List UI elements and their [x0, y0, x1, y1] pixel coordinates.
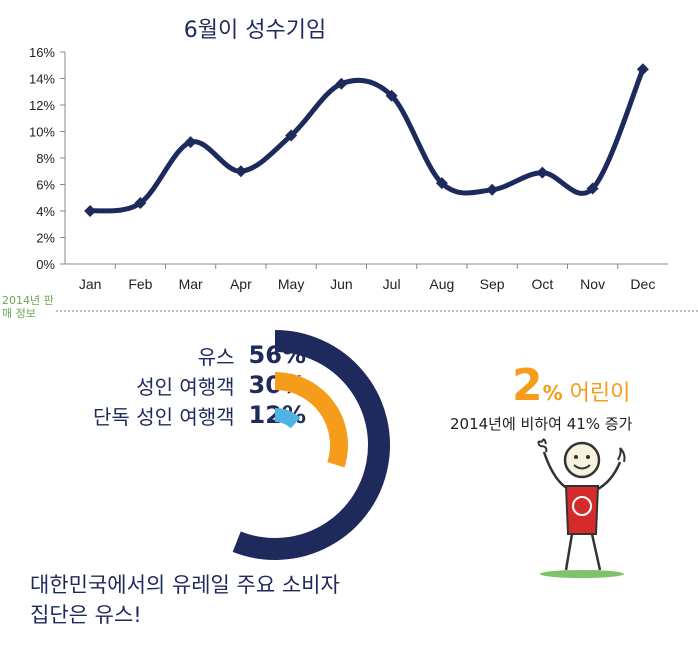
section-label: 2014년 판매 정보 [2, 294, 54, 320]
kids-stat: 2% 어린이 [512, 362, 630, 418]
y-tick-label: 2% [36, 231, 55, 246]
x-tick-label: Sep [480, 276, 505, 292]
radial-bar [232, 330, 390, 560]
data-point [285, 129, 298, 142]
y-tick-label: 0% [36, 257, 55, 272]
data-point [586, 182, 599, 195]
x-tick-label: Oct [531, 276, 553, 292]
radial-bar [274, 408, 301, 429]
legend-row-solo-adult: 단독 성인 여행객 12% [93, 400, 306, 430]
x-tick-label: Jan [79, 276, 102, 292]
x-tick-label: Dec [630, 276, 655, 292]
x-tick-label: Nov [580, 276, 605, 292]
x-tick-label: Jul [383, 276, 401, 292]
data-point [385, 89, 398, 102]
y-tick-label: 4% [36, 204, 55, 219]
data-point [435, 177, 448, 190]
x-tick-label: Jun [330, 276, 353, 292]
kids-percent-sign: % [542, 381, 563, 405]
line-chart: 0% 2% 4% 6% 8% 10% 12% 14% 16% Jan Feb Mar Apr May Jun… [29, 45, 668, 292]
x-tick-label: Mar [179, 276, 203, 292]
legend-label: 성인 여행객 [136, 374, 235, 399]
y-tick-label: 10% [29, 125, 55, 140]
summary-text: 대한민국에서의 유레일 주요 소비자 집단은 유스! [30, 570, 430, 630]
summary-line-2: 집단은 유스! [30, 603, 142, 627]
data-point [234, 165, 247, 178]
y-tick-label: 14% [29, 72, 55, 87]
x-tick-label: Apr [230, 276, 252, 292]
data-point [184, 136, 197, 149]
data-point [134, 197, 147, 210]
radial-bar [274, 372, 348, 468]
kids-note: 2014년에 비하여 41% 증가 [450, 415, 633, 433]
y-tick-label: 16% [29, 45, 55, 60]
y-tick-label: 6% [36, 178, 55, 193]
y-tick-label: 8% [36, 151, 55, 166]
data-point [486, 183, 499, 196]
data-point [636, 63, 649, 76]
series-line [89, 68, 646, 214]
summary-line-1: 대한민국에서의 유레일 주요 소비자 [30, 573, 340, 597]
chart-title: 6월이 성수기임 [183, 18, 327, 43]
data-point [536, 166, 549, 179]
x-tick-label: Aug [429, 276, 454, 292]
child-drawing-illustration [537, 438, 626, 578]
kids-label: 어린이 [562, 381, 631, 406]
legend-label: 단독 성인 여행객 [93, 404, 235, 429]
section-divider [56, 310, 698, 312]
x-tick-label: Feb [128, 276, 152, 292]
data-point [335, 77, 348, 90]
kids-number: 2 [512, 360, 543, 411]
data-point [84, 205, 97, 217]
legend-label: 유스 [197, 344, 235, 369]
y-tick-label: 12% [29, 98, 55, 113]
radial-bar-chart [232, 330, 390, 560]
x-tick-label: May [278, 276, 304, 292]
